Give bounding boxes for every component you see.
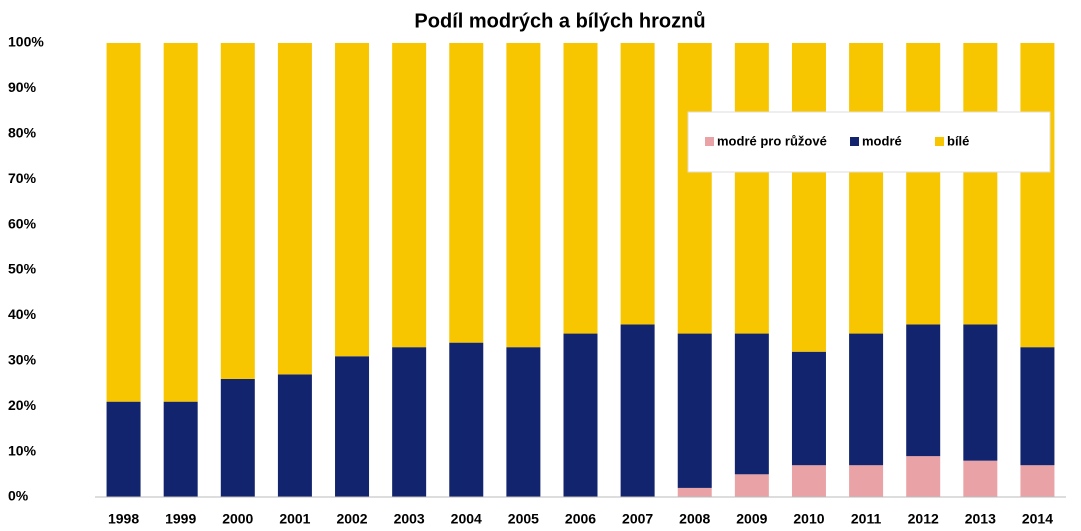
x-tick-label: 2005 (508, 511, 539, 527)
x-tick-label: 2013 (965, 511, 996, 527)
y-tick-label: 50% (8, 261, 37, 277)
x-tick-label: 2000 (222, 511, 253, 527)
bar-segment (620, 324, 655, 497)
y-tick-label: 80% (8, 125, 37, 141)
bar-segment (734, 474, 769, 497)
bar-segment (906, 324, 941, 457)
x-tick-label: 2009 (736, 511, 767, 527)
chart-title: Podíl modrých a bílých hroznů (414, 10, 705, 32)
bar-segment (620, 43, 655, 325)
bar-segment (106, 401, 141, 497)
y-tick-label: 40% (8, 306, 37, 322)
x-tick-label: 2002 (336, 511, 367, 527)
bar-segment (392, 347, 427, 497)
legend-box (687, 111, 1051, 173)
bar-segment (906, 456, 941, 497)
legend-label: modré (862, 133, 902, 148)
bar-segment (1020, 347, 1055, 466)
legend-swatch (850, 137, 859, 146)
bar-segment (791, 465, 826, 497)
bar-segment (791, 43, 826, 352)
bar-segment (392, 43, 427, 348)
bar-segment (963, 324, 998, 461)
y-tick-label: 70% (8, 170, 37, 186)
legend-label: bílé (947, 133, 969, 148)
bar-segment (963, 460, 998, 497)
bar-segment (677, 487, 712, 497)
x-tick-label: 2010 (793, 511, 824, 527)
bar-segment (163, 401, 198, 497)
y-tick-label: 20% (8, 397, 37, 413)
x-tick-label: 2006 (565, 511, 596, 527)
x-tick-label: 2004 (451, 511, 482, 527)
bar-segment (277, 374, 312, 497)
bar-segment (220, 378, 255, 497)
bar-segment (791, 351, 826, 466)
bar-segment (506, 43, 541, 348)
x-tick-label: 2014 (1022, 511, 1053, 527)
x-tick-label: 1998 (108, 511, 139, 527)
x-tick-label: 2001 (279, 511, 310, 527)
x-tick-label: 2007 (622, 511, 653, 527)
bar-segment (849, 465, 884, 497)
y-tick-label: 60% (8, 215, 37, 231)
y-tick-label: 100% (8, 34, 44, 50)
bar-segment (163, 43, 198, 402)
bar-segment (335, 356, 370, 497)
y-tick-label: 30% (8, 352, 37, 368)
legend-label: modré pro růžové (717, 133, 827, 148)
bar-segment (963, 43, 998, 325)
y-tick-label: 10% (8, 442, 37, 458)
x-tick-label: 2011 (851, 511, 882, 527)
bar-segment (506, 347, 541, 497)
bar-segment (563, 333, 598, 497)
bar-segment (906, 43, 941, 325)
legend-swatch (705, 137, 714, 146)
bar-segment (1020, 465, 1055, 497)
x-tick-label: 2012 (908, 511, 939, 527)
bar-segment (563, 43, 598, 334)
x-tick-label: 2008 (679, 511, 710, 527)
bar-segment (677, 333, 712, 488)
bar-segment (1020, 43, 1055, 348)
bar-segment (849, 43, 884, 334)
y-tick-label: 90% (8, 79, 37, 95)
legend-swatch (935, 137, 944, 146)
bar-segment (849, 333, 884, 466)
bar-segment (277, 43, 312, 375)
bar-segment (106, 43, 141, 402)
bar-segment (734, 333, 769, 475)
bar-segment (335, 43, 370, 357)
bar-segment (734, 43, 769, 334)
bar-segment (677, 43, 712, 334)
y-tick-label: 0% (8, 488, 29, 504)
x-tick-label: 2003 (394, 511, 425, 527)
bar-segment (449, 43, 484, 343)
bar-segment (449, 342, 484, 497)
bar-segment (220, 43, 255, 379)
x-tick-label: 1999 (165, 511, 196, 527)
